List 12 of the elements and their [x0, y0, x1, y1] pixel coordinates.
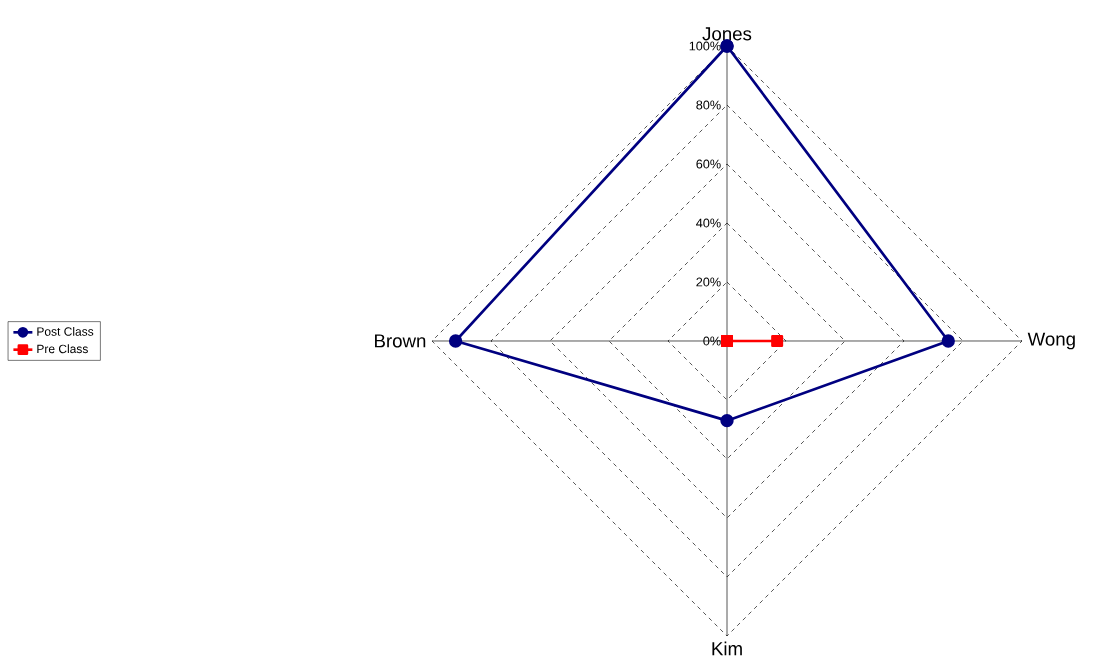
- y-tick-label: 80%: [696, 100, 721, 110]
- legend-label: Pre Class: [37, 344, 88, 354]
- y-tick-label: 0%: [703, 336, 721, 346]
- spoke-label: Brown: [375, 334, 426, 348]
- spoke-label: Wong: [1027, 332, 1075, 350]
- spoke-label: Kim: [712, 641, 742, 656]
- legend-label: Post Class: [37, 326, 94, 336]
- y-tick-label: 60%: [696, 159, 721, 169]
- y-tick-label: 40%: [696, 218, 721, 228]
- y-tick-label: 100%: [689, 41, 721, 51]
- y-tick-label: 20%: [696, 277, 721, 287]
- spoke-label: Jones: [702, 27, 752, 41]
